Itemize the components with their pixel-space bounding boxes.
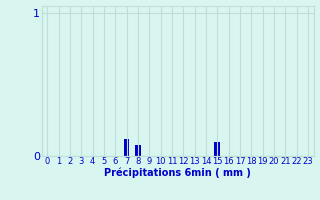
Bar	[135, 145, 141, 156]
Bar	[124, 139, 129, 156]
Bar	[214, 142, 220, 156]
X-axis label: Précipitations 6min ( mm ): Précipitations 6min ( mm )	[104, 168, 251, 178]
